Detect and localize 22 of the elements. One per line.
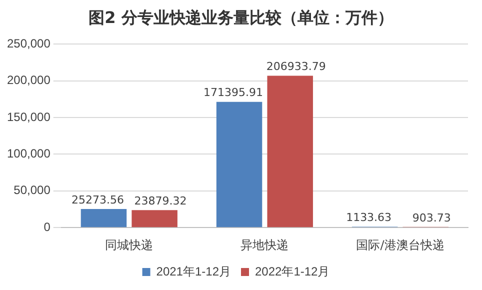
y-tick-label: 150,000 [6,110,51,124]
x-tick-label: 同城快递 [105,238,154,252]
bar [80,209,127,228]
legend-label: 2021年1-12月 [156,264,232,278]
chart-title: 图2 分专业快递业务量比较（单位：万件） [88,8,394,29]
data-label: 171395.91 [204,86,264,100]
y-tick-label: 50,000 [14,183,51,198]
y-tick-label: 250,000 [6,36,51,51]
data-label: 903.73 [412,211,451,224]
y-tick-label: 200,000 [6,73,51,88]
bar [132,210,178,228]
bar [267,76,313,228]
bar [216,102,262,228]
legend-label: 2022年1-12月 [255,264,330,278]
x-tick-label: 异地快递 [240,238,289,252]
y-tick-label: 0 [44,220,51,234]
data-label: 1133.63 [346,211,392,224]
data-label: 23879.32 [134,194,187,208]
data-label: 25273.56 [71,193,124,206]
y-tick-label: 100,000 [6,146,51,161]
x-tick-label: 国际/港澳台快递 [356,238,444,252]
data-label: 206933.79 [266,60,326,74]
